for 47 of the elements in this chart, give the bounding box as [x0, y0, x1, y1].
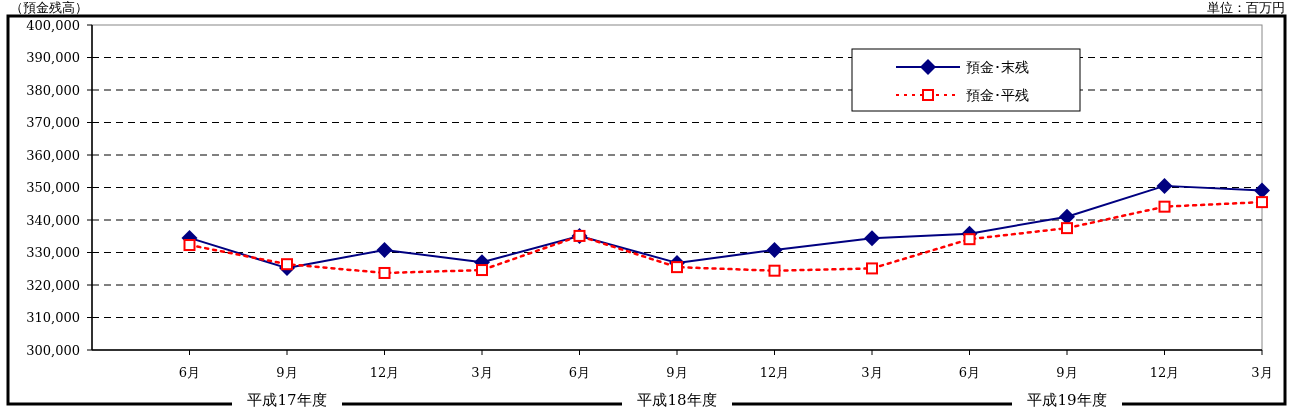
- y-tick-label: 370,000: [26, 115, 80, 131]
- point: [183, 239, 196, 252]
- y-tick-label: 390,000: [26, 50, 80, 66]
- x-tick-label: 3月: [861, 365, 883, 380]
- x-tick-label: 6月: [958, 365, 981, 380]
- text: 平成19年度: [1027, 391, 1107, 408]
- y-tick-label: 330,000: [26, 245, 80, 261]
- legend-label: 預金･平残: [966, 86, 1029, 103]
- x-tick-label: 12月: [369, 365, 400, 380]
- point: [1256, 196, 1268, 209]
- y-tick-label: 350,000: [26, 180, 80, 196]
- point: [1254, 182, 1270, 199]
- y-tick-label: 310,000: [26, 310, 80, 326]
- x-tick-label: 9月: [666, 365, 688, 380]
- point: [1156, 177, 1173, 194]
- point: [378, 266, 391, 279]
- x-tick-label: 9月: [276, 365, 298, 380]
- point: [963, 233, 976, 246]
- text: 単位：百万円: [1207, 0, 1285, 15]
- x-tick-label: 12月: [759, 365, 790, 380]
- y-tick-label: 400,000: [26, 17, 80, 33]
- text: 平成17年度: [247, 391, 327, 408]
- point: [376, 241, 393, 258]
- x-tick-label: 9月: [1056, 365, 1078, 380]
- point: [476, 264, 488, 277]
- point: [766, 241, 783, 258]
- y-tick-label: 320,000: [26, 277, 80, 293]
- x-tick-label: 6月: [178, 365, 201, 380]
- point: [1059, 208, 1075, 225]
- x-tick-label: 12月: [1149, 365, 1180, 380]
- point: [866, 262, 878, 275]
- point: [281, 258, 293, 271]
- point: [1061, 222, 1073, 235]
- x-tick-label: 3月: [471, 365, 493, 380]
- point: [768, 264, 781, 277]
- y-tick-label: 380,000: [26, 82, 80, 98]
- y-tick-label: 300,000: [26, 342, 80, 358]
- chart-title: （預金残高）: [10, 0, 88, 15]
- point: [671, 261, 683, 274]
- y-tick-label: 360,000: [26, 147, 80, 163]
- point: [1158, 200, 1171, 213]
- x-tick-label: 3月: [1251, 365, 1273, 380]
- text: 平成18年度: [637, 391, 717, 408]
- y-tick-label: 340,000: [26, 212, 80, 228]
- point: [864, 230, 880, 247]
- legend-label: 預金･末残: [966, 58, 1029, 75]
- x-tick-label: 6月: [568, 365, 591, 380]
